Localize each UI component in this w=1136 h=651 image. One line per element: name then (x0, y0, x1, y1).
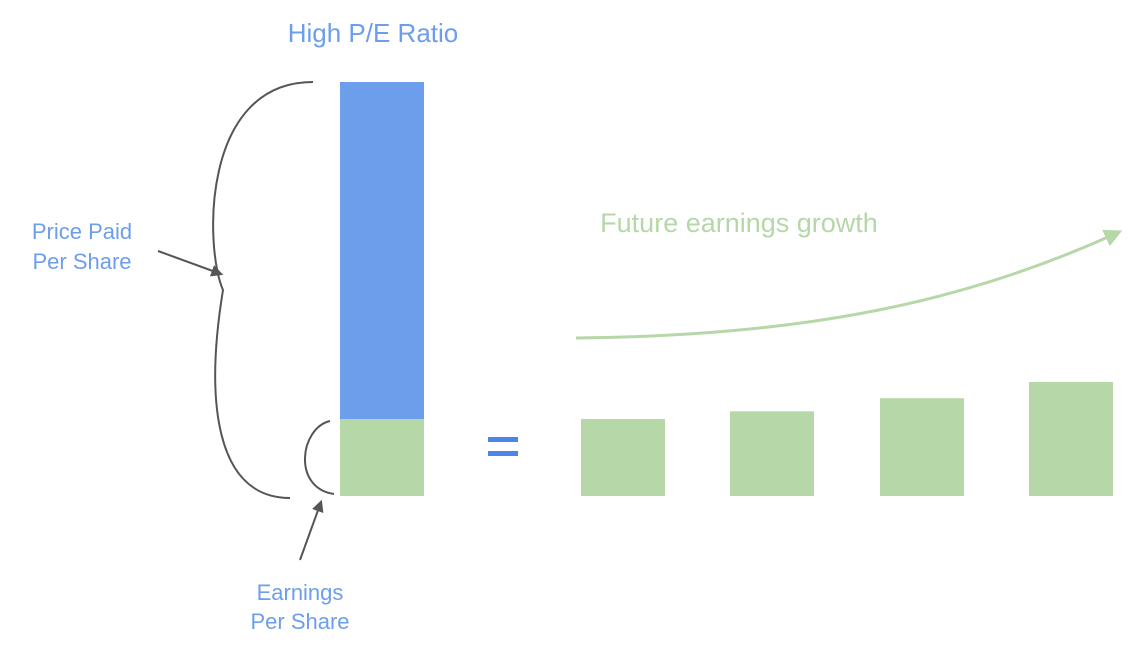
future-growth-label: Future earnings growth (600, 208, 878, 238)
price-per-share-segment (340, 82, 424, 419)
future-earnings-bars (581, 382, 1113, 496)
earnings-label-line1: Earnings (257, 580, 344, 605)
future-earnings-bar-3 (880, 398, 964, 496)
earnings-label-line2: Per Share (250, 609, 349, 634)
diagram-title: High P/E Ratio (288, 18, 459, 48)
earnings-arrow (299, 499, 324, 561)
price-paid-label-line1: Price Paid (32, 219, 132, 244)
earnings-per-share-segment (340, 419, 424, 496)
earnings-bracket (304, 420, 335, 495)
future-earnings-bar-4 (1029, 382, 1113, 496)
future-earnings-bar-1 (581, 419, 665, 496)
equals-sign-bottom-bar (488, 451, 518, 456)
price-paid-bracket (212, 81, 314, 499)
price-paid-arrow (157, 250, 224, 277)
price-paid-label-line2: Per Share (32, 249, 131, 274)
future-earnings-bar-2 (730, 411, 814, 496)
growth-curve-arrow (575, 229, 1123, 340)
equals-sign-top-bar (488, 437, 518, 442)
